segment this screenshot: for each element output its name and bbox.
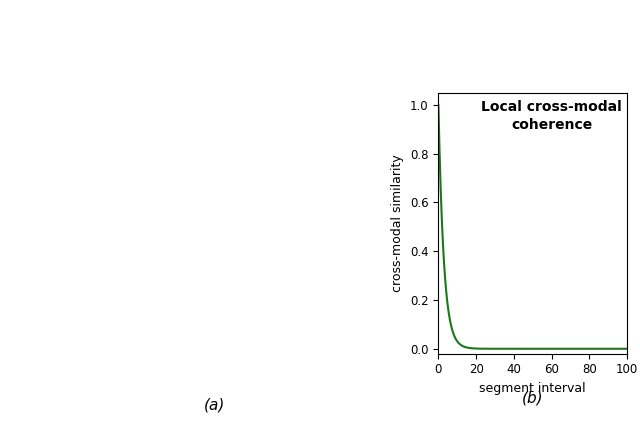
X-axis label: segment interval: segment interval — [479, 382, 586, 395]
Y-axis label: cross-modal similarity: cross-modal similarity — [392, 154, 404, 292]
Text: (a): (a) — [204, 397, 225, 413]
Text: Local cross-modal
coherence: Local cross-modal coherence — [481, 101, 622, 132]
Text: (b): (b) — [522, 390, 543, 405]
